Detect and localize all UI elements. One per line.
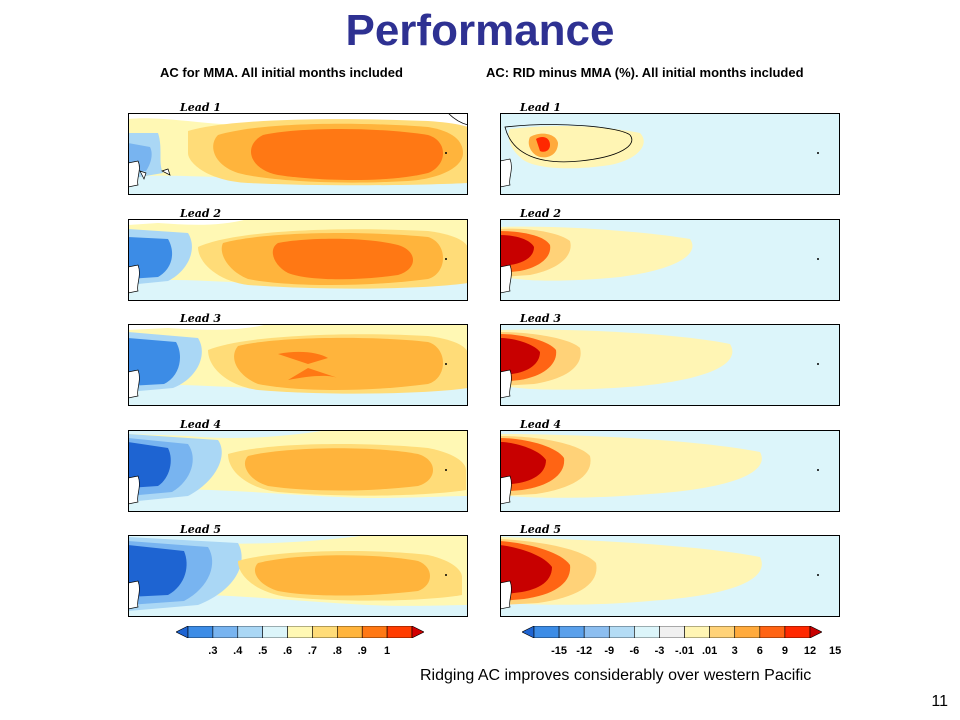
left-colorbar-tick-label: .4	[233, 645, 243, 657]
left-colorbar-tick-label: .6	[282, 645, 293, 657]
left-lead-1-label: Lead 1	[180, 101, 222, 114]
right-map-lead-3	[500, 324, 840, 406]
right-colorbar-swatch	[759, 626, 786, 638]
right-colorbar-swatch	[634, 626, 660, 638]
left-colorbar-swatch	[386, 626, 413, 638]
left-colorbar	[176, 626, 424, 638]
right-colorbar-swatch	[709, 626, 736, 638]
left-colorbar-swatch	[287, 626, 313, 638]
right-lead-1-label: Lead 1	[520, 101, 562, 114]
slide-caption: Ridging AC improves considerably over we…	[420, 667, 812, 684]
right-colorbar-swatch	[558, 626, 585, 638]
right-lead-5-label: Lead 5	[520, 523, 562, 536]
right-lead-4-label: Lead 4	[520, 418, 562, 431]
right-colorbar-tick-label: 12	[803, 645, 817, 657]
right-colorbar-swatch	[533, 626, 560, 638]
right-colorbar-tick-label: -12	[576, 645, 593, 657]
left-colorbar-low-arrow	[176, 626, 189, 638]
left-lead-3-label: Lead 3	[180, 312, 222, 325]
right-map-lead-1	[500, 113, 840, 195]
right-colorbar	[522, 626, 822, 638]
right-colorbar-swatch	[734, 626, 761, 638]
left-colorbar-tick-label: .7	[307, 645, 318, 657]
left-column-heading: AC for MMA. All initial months included	[160, 65, 403, 80]
right-colorbar-swatch	[583, 626, 610, 638]
right-colorbar-tick-label: -.01	[675, 645, 695, 657]
left-colorbar-tick-label: .5	[258, 645, 268, 657]
right-colorbar-swatch	[784, 626, 811, 638]
right-colorbar-swatch	[608, 626, 635, 638]
right-colorbar-tick-label: 15	[828, 645, 842, 657]
right-lead-2-label: Lead 2	[520, 207, 562, 220]
right-lead-3-label: Lead 3	[520, 312, 562, 325]
left-colorbar-swatch	[237, 626, 263, 638]
left-colorbar-swatch	[312, 626, 338, 638]
right-colorbar-low-arrow	[522, 626, 535, 638]
left-colorbar-tick-label: .3	[208, 645, 218, 657]
right-colorbar-tick-label: -3	[654, 645, 665, 657]
right-map-lead-5	[500, 535, 840, 617]
right-colorbar-tick-label: 3	[731, 645, 738, 657]
left-map-lead-5	[128, 535, 468, 617]
left-colorbar-tick-label: 1	[384, 645, 391, 657]
right-colorbar-high-arrow	[809, 626, 822, 638]
right-colorbar-swatch	[659, 626, 685, 638]
right-colorbar-swatch	[684, 626, 710, 638]
right-colorbar-tick-label: -15	[551, 645, 568, 657]
left-colorbar-swatch	[212, 626, 239, 638]
page-number: 11	[931, 693, 948, 710]
left-colorbar-swatch	[337, 626, 363, 638]
right-column-heading: AC: RID minus MMA (%). All initial month…	[486, 65, 804, 80]
left-lead-4-label: Lead 4	[180, 418, 222, 431]
right-map-lead-4	[500, 430, 840, 512]
right-colorbar-tick-label: -6	[629, 645, 640, 657]
left-colorbar-tick-label: .9	[357, 645, 367, 657]
left-colorbar-swatch	[187, 626, 214, 638]
right-colorbar-tick-label: -9	[604, 645, 615, 657]
left-map-lead-4	[128, 430, 468, 512]
slide-title: Performance	[345, 6, 615, 55]
left-colorbar-swatch	[262, 626, 288, 638]
left-lead-5-label: Lead 5	[180, 523, 222, 536]
right-colorbar-tick-label: .01	[701, 645, 718, 657]
left-colorbar-swatch	[361, 626, 388, 638]
left-colorbar-high-arrow	[411, 626, 424, 638]
right-map-lead-2	[500, 219, 840, 301]
right-colorbar-tick-label: 9	[781, 645, 788, 657]
left-map-lead-2	[128, 219, 468, 301]
right-colorbar-tick-label: 6	[756, 645, 763, 657]
left-map-lead-3	[128, 324, 468, 406]
left-map-lead-1	[128, 113, 468, 195]
left-colorbar-tick-label: .8	[332, 645, 342, 657]
left-lead-2-label: Lead 2	[180, 207, 222, 220]
